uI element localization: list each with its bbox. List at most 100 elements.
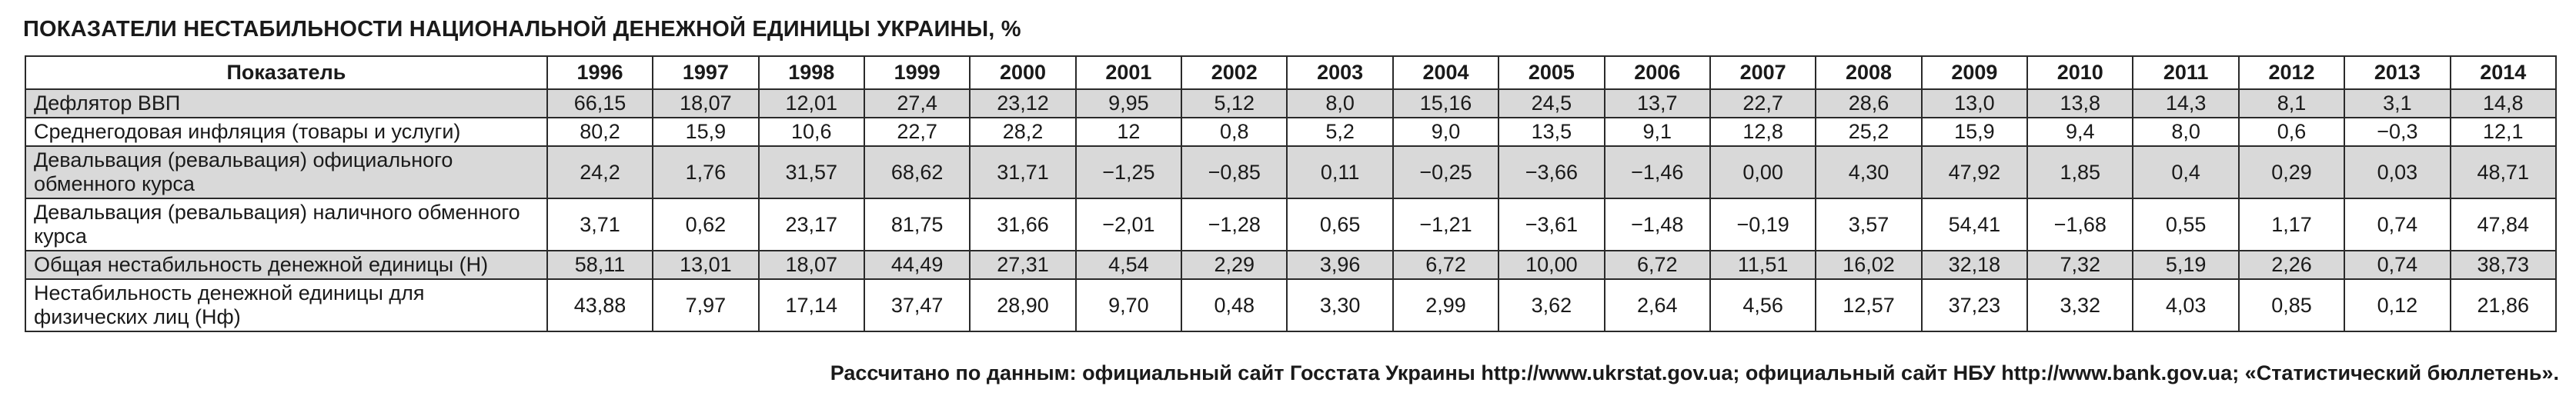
table-cell: 9,0 [1392,117,1500,147]
table-cell: 0,85 [2237,278,2346,332]
table-cell: 3,1 [2344,88,2451,118]
table-cell: 6,72 [1603,250,1711,280]
table-cell: −1,28 [1181,198,1288,251]
table-cell: 13,0 [1920,88,2029,118]
table-cell: 0,6 [2237,117,2346,147]
table-cell: −1,68 [2026,198,2134,251]
table-cell: 23,12 [969,88,1077,118]
table-cell: 12,8 [1709,117,1817,147]
table-cell: 12,57 [1815,278,1923,332]
table-cell: 3,62 [1498,278,1605,332]
header-year: 1999 [863,55,971,90]
table-cell: 5,19 [2132,250,2240,280]
table-cell: 28,2 [969,117,1077,147]
table-cell: 81,75 [863,198,971,251]
table-cell: 6,72 [1392,250,1500,280]
table-cell: 4,54 [1074,250,1183,280]
table-cell: 11,51 [1709,250,1817,280]
row-label: Нестабильность денежной единицы для физи… [25,278,548,332]
table-cell: 54,41 [1920,198,2029,251]
table-row: Нестабильность денежной единицы для физи… [25,278,2558,332]
table-cell: −3,66 [1498,145,1605,199]
table-cell: 5,2 [1286,117,1394,147]
table-cell: 0,03 [2344,145,2451,199]
table-cell: 27,4 [863,88,971,118]
table-cell: 9,1 [1603,117,1711,147]
table-cell: 18,07 [757,250,865,280]
table-cell: −1,48 [1603,198,1711,251]
table-cell: −2,01 [1074,198,1183,251]
table-cell: 18,07 [652,88,760,118]
table-cell: 47,84 [2449,198,2558,251]
table-row: Среднегодовая инфляция (товары и услуги)… [25,117,2558,147]
table-cell: −1,21 [1392,198,1500,251]
header-year: 2009 [1920,55,2029,90]
table-cell: 24,2 [546,145,654,199]
table-cell: 1,76 [652,145,760,199]
table-header: Показатель 1996 1997 1998 1999 2000 2001 2002 2… [25,55,2558,90]
table-cell: 5,12 [1181,88,1288,118]
table-cell: 2,26 [2237,250,2346,280]
table-cell: 22,7 [863,117,971,147]
table-row: Дефлятор ВВП 66,15 18,07 12,01 27,4 23,12 9,95… [25,88,2558,118]
table-cell: 37,47 [863,278,971,332]
table-cell: 13,7 [1603,88,1711,118]
table-row: Девальвация (ревальвация) официального о… [25,145,2558,199]
table-cell: 13,01 [652,250,760,280]
table-cell: 4,56 [1709,278,1817,332]
header-year: 2014 [2449,55,2558,90]
table-cell: 0,00 [1709,145,1817,199]
table-cell: 0,55 [2132,198,2240,251]
header-row: Показатель 1996 1997 1998 1999 2000 2001 2002 2… [25,55,2558,90]
table-cell: 58,11 [546,250,654,280]
table-cell: 10,6 [757,117,865,147]
header-year: 2011 [2132,55,2240,90]
table-cell: 0,8 [1181,117,1288,147]
row-label: Среднегодовая инфляция (товары и услуги) [25,117,548,147]
table-cell: 9,95 [1074,88,1183,118]
table-cell: 0,74 [2344,250,2451,280]
table-cell: 3,96 [1286,250,1394,280]
table-cell: 0,74 [2344,198,2451,251]
table-cell: 38,73 [2449,250,2558,280]
table-cell: 31,57 [757,145,865,199]
table-cell: 0,11 [1286,145,1394,199]
header-year: 2004 [1392,55,1500,90]
table-cell: 48,71 [2449,145,2558,199]
table-cell: 9,70 [1074,278,1183,332]
table-cell: 15,9 [652,117,760,147]
table-cell: −1,25 [1074,145,1183,199]
table-cell: 22,7 [1709,88,1817,118]
table-cell: 28,6 [1815,88,1923,118]
table-cell: 43,88 [546,278,654,332]
table-cell: 1,17 [2237,198,2346,251]
table-cell: −3,61 [1498,198,1605,251]
table-cell: 0,62 [652,198,760,251]
table-cell: 15,9 [1920,117,2029,147]
table-cell: 16,02 [1815,250,1923,280]
table-cell: 14,8 [2449,88,2558,118]
table-cell: 10,00 [1498,250,1605,280]
header-year: 2013 [2344,55,2451,90]
table-cell: 8,0 [1286,88,1394,118]
table-cell: 3,71 [546,198,654,251]
table-cell: −0,19 [1709,198,1817,251]
header-year: 2003 [1286,55,1394,90]
header-year: 2012 [2237,55,2346,90]
table-cell: 13,8 [2026,88,2134,118]
table-cell: 9,4 [2026,117,2134,147]
table-cell: 12,1 [2449,117,2558,147]
table-cell: 1,85 [2026,145,2134,199]
table-cell: 3,57 [1815,198,1923,251]
header-year: 2002 [1181,55,1288,90]
table-cell: 66,15 [546,88,654,118]
table-cell: 0,12 [2344,278,2451,332]
table-cell: 47,92 [1920,145,2029,199]
table-cell: 80,2 [546,117,654,147]
table-cell: −0,3 [2344,117,2451,147]
stats-table: Показатель 1996 1997 1998 1999 2000 2001 2002 2… [25,55,2558,332]
table-cell: 0,48 [1181,278,1288,332]
row-label: Дефлятор ВВП [25,88,548,118]
table-cell: −1,46 [1603,145,1711,199]
page-title: ПОКАЗАТЕЛИ НЕСТАБИЛЬНОСТИ НАЦИОНАЛЬНОЙ Д… [23,17,1021,42]
